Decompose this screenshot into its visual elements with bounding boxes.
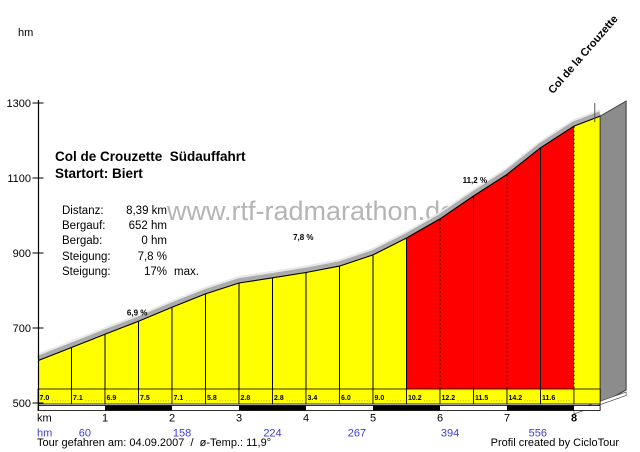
y-tick-label: 900 [13, 248, 31, 260]
gradient-box-value: 14.2 [509, 395, 523, 402]
segment-area [540, 126, 574, 389]
chart-title: Col de Crouzette Südauffahrt [55, 149, 246, 164]
climb-value-label: 267 [348, 428, 366, 440]
stat-label: Distanz: [62, 205, 104, 217]
stat-value: 0 hm [141, 235, 167, 248]
stat-row-ascent: Bergauf: 652 hm [62, 220, 199, 235]
gradient-box-value: 10.2 [408, 395, 422, 402]
stat-suffix: max. [174, 265, 199, 278]
stat-row-descent: Bergab: 0 hm [62, 235, 199, 250]
stat-value: 652 hm [128, 220, 167, 233]
stat-value: 7,8 % [137, 250, 167, 263]
segment-area [373, 238, 407, 389]
km-tick-label: 6 [437, 413, 443, 425]
climb-row-unit-label: hm [37, 428, 52, 440]
stat-label: Bergauf: [62, 220, 106, 233]
stat-value: 17% [143, 265, 167, 278]
gradient-box-value: 7.0 [40, 395, 50, 402]
stat-value: 8,39 km [126, 205, 167, 217]
climb-value-label: 158 [173, 428, 191, 440]
gradient-callout-label: 6,9 % [127, 308, 147, 317]
chart-title-block: Col de Crouzette Südauffahrt Startort: B… [55, 148, 246, 182]
tour-info-text: Tour gefahren am: 04.09.2007 / ø-Temp.: … [37, 437, 272, 449]
gradient-box-value: 5.8 [207, 395, 217, 402]
segment-area [440, 196, 474, 389]
gradient-box-value: 3.4 [308, 395, 318, 402]
y-tick-label: 1300 [7, 98, 31, 110]
segment-area [239, 277, 273, 389]
segment-area [272, 272, 306, 389]
climb-row-labels: hm 60 158 224 267 394 556 [37, 428, 547, 440]
stat-row-max-gradient: Steigung: 17% max. [62, 266, 199, 281]
gradient-box-value: 2.8 [274, 395, 284, 402]
gradient-callouts: 6,9 % 7,8 % 11,2 % [127, 176, 487, 317]
km-tick-label: 5 [370, 413, 376, 425]
gradient-box-value: 7.1 [73, 395, 83, 402]
gradient-callout-label: 7,8 % [293, 233, 313, 242]
segment-area [172, 293, 206, 389]
stat-label: Steigung: [62, 250, 111, 263]
km-tick-label: 4 [303, 413, 309, 425]
profile-area-segments [38, 116, 601, 389]
x-axis-labels: km 1 2 3 4 5 6 7 8 [37, 413, 577, 425]
stat-row-avg-gradient: Steigung: 7,8 % [62, 251, 199, 266]
km-tick-label: 1 [102, 413, 108, 425]
segment-area [507, 147, 541, 389]
segment-area [138, 307, 172, 389]
stat-label: Bergab: [62, 235, 103, 248]
km-tick-label: 7 [504, 413, 510, 425]
gradient-box-value: 12.2 [442, 395, 456, 402]
y-tick-label: 1100 [7, 173, 31, 185]
gradient-box-row: 7.0 7.1 6.9 7.5 7.1 5.8 2.8 2.8 3.4 6.0 9.0 10.2 12.… [37, 388, 601, 405]
gradient-box-value: 7.5 [140, 395, 150, 402]
y-axis: 500 700 900 1100 1300 [7, 98, 44, 411]
gradient-box-value: 6.0 [341, 395, 351, 402]
gradient-box-value: 11.6 [542, 395, 555, 402]
segment-area [339, 254, 373, 389]
gradient-box-value: 2.8 [241, 395, 251, 402]
gradient-box-value: 11.5 [475, 395, 488, 402]
y-tick-label: 500 [13, 398, 31, 410]
gradient-box [573, 388, 601, 405]
gradient-callout-label: 11,2 % [463, 176, 487, 185]
road-band [37, 109, 601, 362]
segment-area [473, 174, 507, 389]
stat-row-distance: Distanz: 8,39 km [62, 205, 199, 220]
y-axis-unit-label: hm [18, 27, 34, 39]
km-stripe-bar [37, 405, 601, 411]
climb-value-label: 60 [79, 428, 91, 440]
segment-area [306, 266, 340, 389]
stat-label: Steigung: [62, 265, 111, 278]
climb-value-label: 224 [263, 428, 281, 440]
segment-area [406, 218, 440, 389]
km-tick-label: 8 [571, 413, 577, 425]
climb-value-label: 556 [529, 428, 547, 440]
segment-area [71, 334, 105, 389]
climb-value-label: 394 [441, 428, 459, 440]
credit-text: Profil created by CicloTour [490, 437, 619, 449]
gradient-box-value: 6.9 [107, 395, 117, 402]
x-axis-unit-label: km [37, 413, 52, 425]
chart-subtitle: Startort: Biert [55, 166, 143, 181]
climb-stats-block: Distanz: 8,39 km Bergauf: 652 hm Bergab:… [62, 205, 199, 281]
watermark: www.rtf-radmarathon.de [167, 196, 456, 226]
segment-dividers [71, 126, 575, 389]
profile-3d-side-panel [599, 100, 627, 405]
y-tick-label: 700 [13, 323, 31, 335]
km-tick-label: 2 [169, 413, 175, 425]
segment-area [574, 116, 601, 389]
gradient-box-value: 9.0 [375, 395, 385, 402]
segment-area [105, 321, 139, 389]
km-tick-label: 3 [236, 413, 242, 425]
segment-area [205, 283, 239, 389]
gradient-box-value: 7.1 [174, 395, 184, 402]
